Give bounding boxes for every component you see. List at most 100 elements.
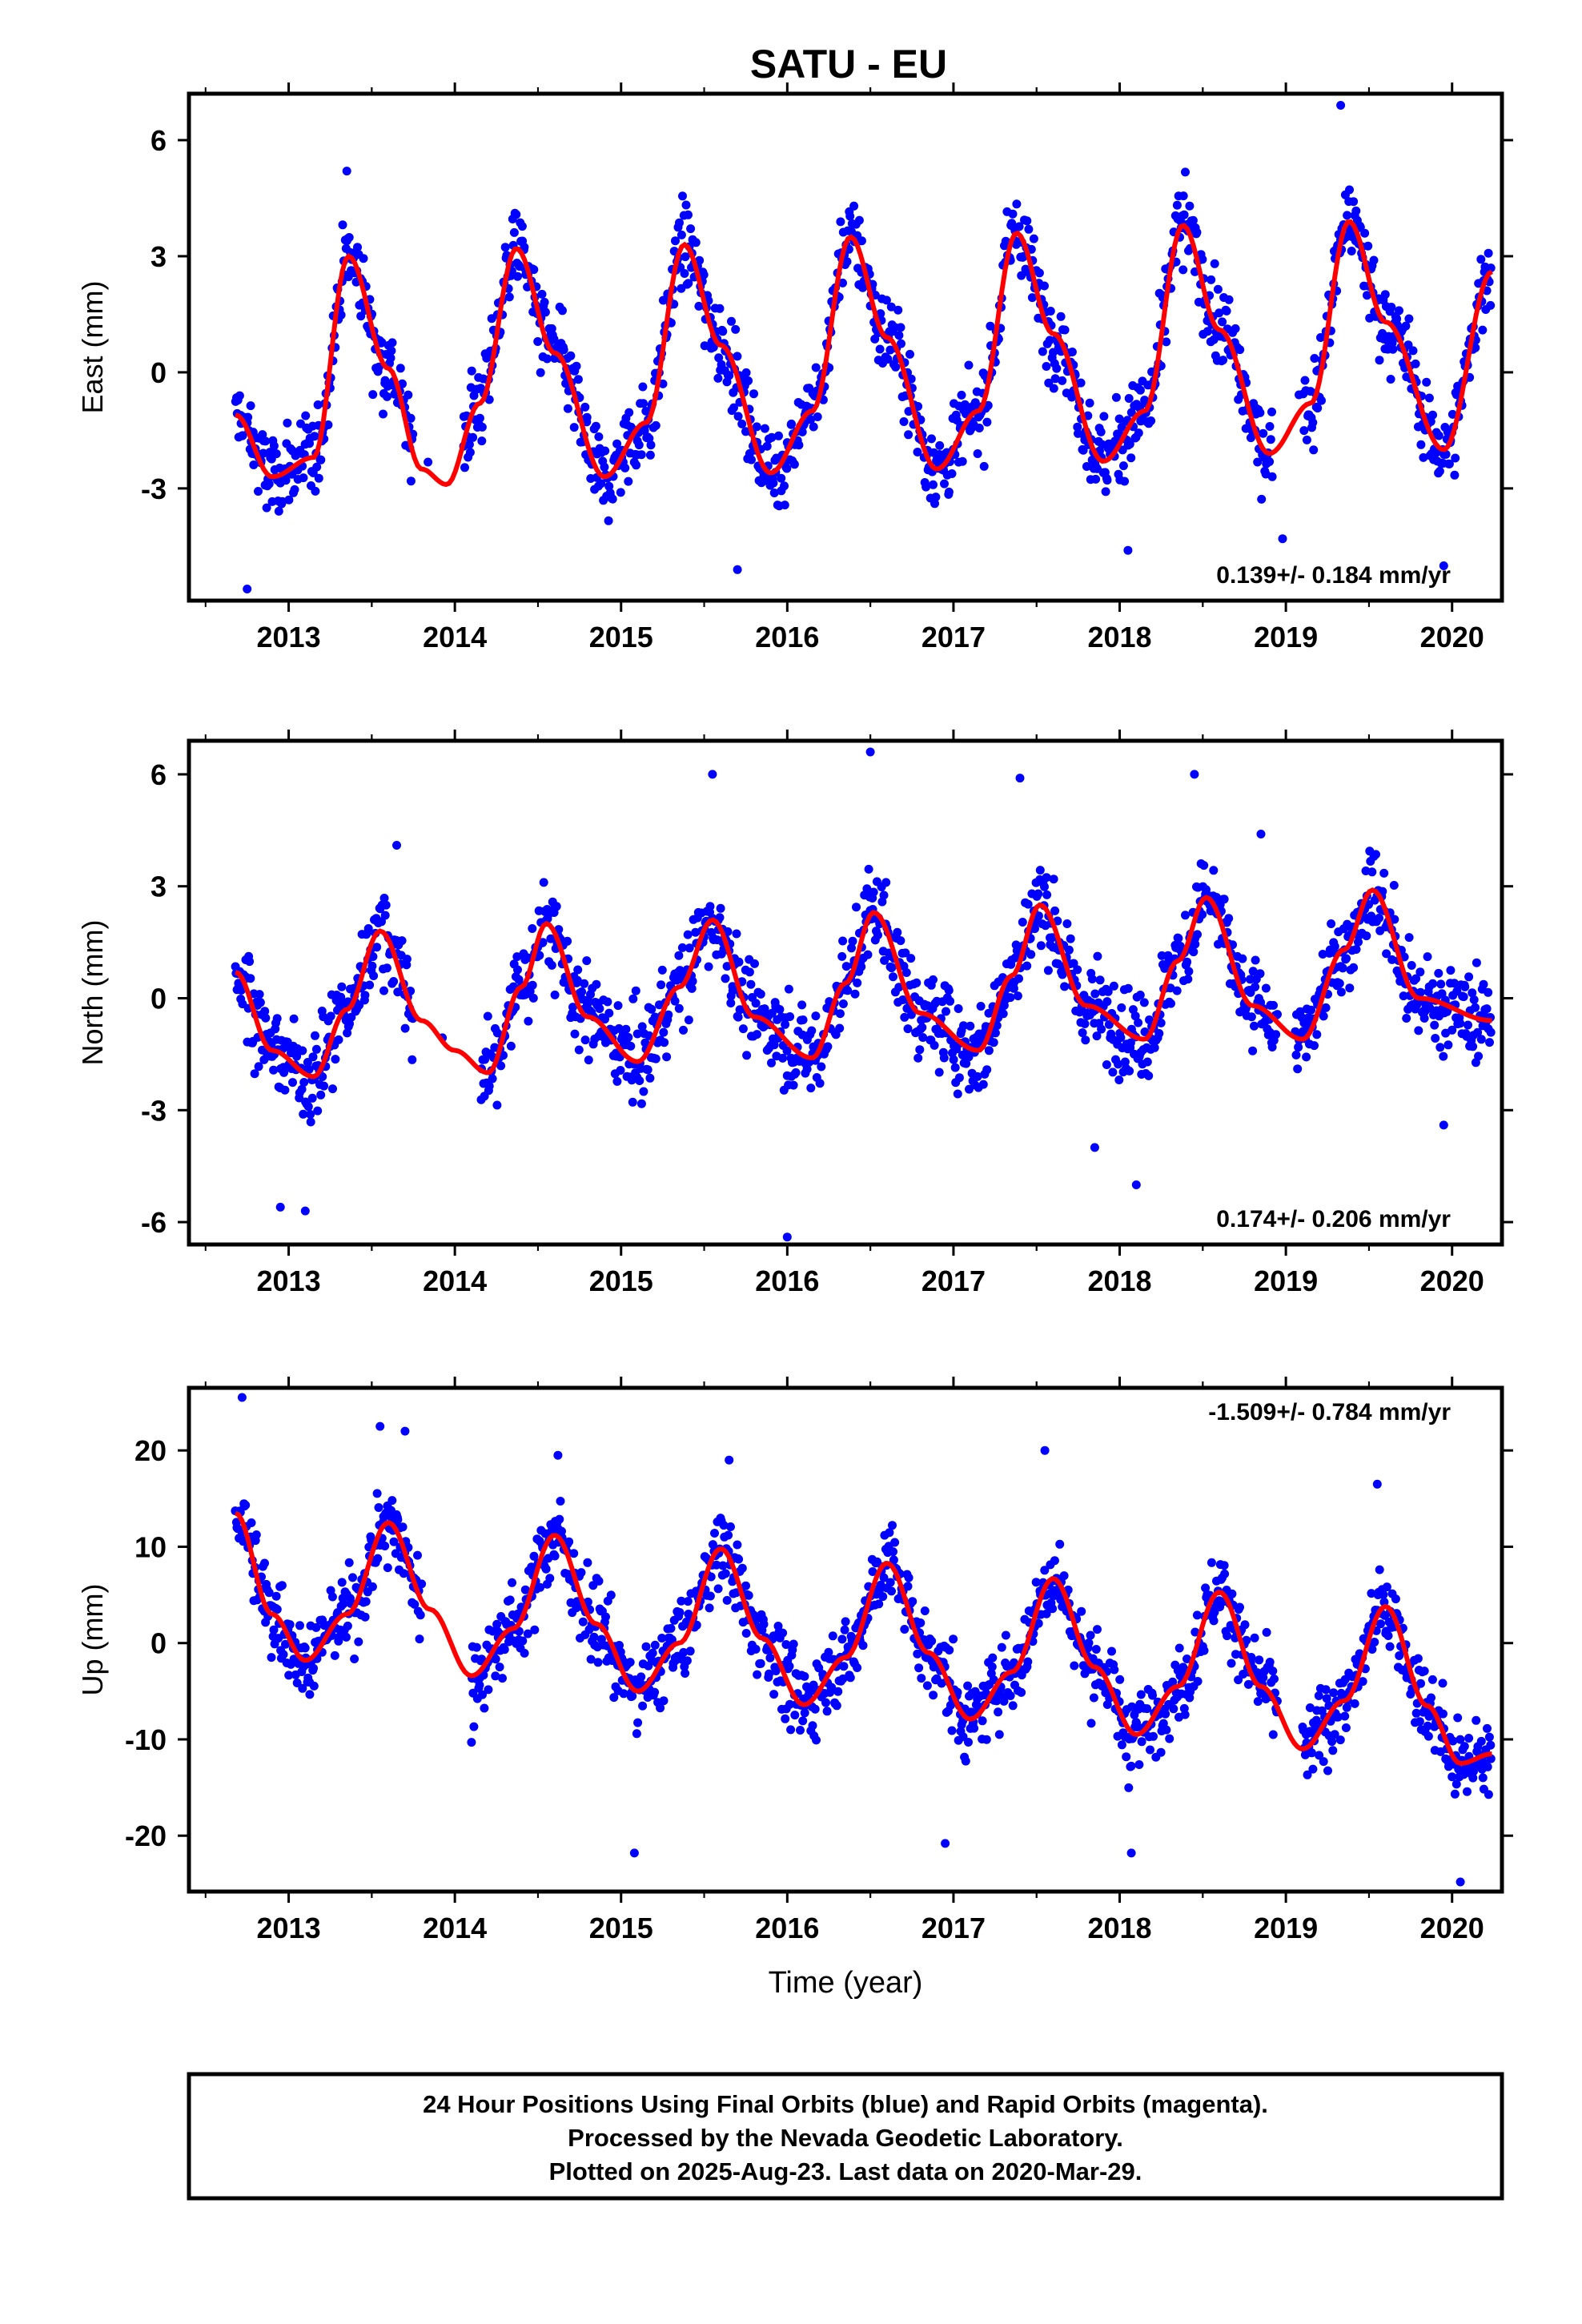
up-data-point (1379, 1598, 1389, 1606)
up-data-point (373, 1554, 383, 1563)
east-data-point (979, 461, 989, 471)
east-data-point (1235, 345, 1245, 355)
north-data-point (903, 1024, 913, 1034)
east-data-point (504, 292, 514, 302)
east-data-point (368, 390, 378, 400)
north-data-point (1114, 1076, 1124, 1084)
east-data-point (1060, 325, 1070, 335)
up-data-point (271, 1591, 281, 1601)
up-data-point (1483, 1762, 1492, 1771)
north-data-point (950, 1063, 960, 1072)
up-data-point (1223, 1631, 1232, 1641)
east-panel: 2013 2014 2015 2016 2017 2018 2019 2020 -3 0 3 6 0.… (76, 82, 1513, 653)
up-data-point (1146, 1745, 1154, 1755)
east-data-point (1058, 376, 1067, 385)
east-data-point (517, 222, 527, 231)
east-data-point (513, 271, 522, 281)
east-data-point (1042, 362, 1051, 371)
east-data-point (638, 382, 648, 392)
east-data-point (1404, 314, 1414, 324)
north-data-point (331, 1055, 340, 1064)
up-data-point (1161, 1709, 1170, 1719)
north-data-point (1255, 969, 1265, 979)
east-data-point (1428, 410, 1437, 420)
east-data-point (235, 391, 244, 400)
north-data-point (1154, 1029, 1164, 1038)
east-data-point (559, 345, 568, 355)
north-data-point (1174, 934, 1183, 943)
up-data-point (1268, 1730, 1278, 1739)
north-data-point (539, 878, 548, 887)
east-data-point (680, 269, 689, 278)
north-data-point (488, 1074, 497, 1084)
east-data-point (254, 487, 263, 496)
up-data-point (398, 1522, 408, 1532)
up-data-point (295, 1621, 304, 1630)
north-data-point (815, 1079, 825, 1088)
north-data-point (934, 1068, 944, 1077)
north-data-point (959, 1021, 968, 1031)
north-data-point (1116, 1033, 1126, 1043)
north-data-point (306, 1110, 315, 1119)
east-ylabel: East (mm) (76, 281, 109, 414)
north-data-point (802, 1064, 812, 1074)
up-data-point (1484, 1790, 1493, 1799)
north-data-point (1142, 1057, 1152, 1067)
north-data-point (272, 1014, 282, 1023)
east-data-point (767, 432, 777, 442)
north-data-point (1319, 1011, 1328, 1021)
up-data-point (1439, 1709, 1447, 1719)
east-data-point (658, 379, 668, 388)
east-data-point (875, 344, 885, 354)
east-data-point (762, 441, 772, 451)
north-data-point (1310, 1041, 1319, 1051)
east-data-point (709, 343, 718, 352)
north-data-point (767, 1008, 777, 1018)
north-data-point (1379, 868, 1389, 878)
up-data-point (383, 1563, 392, 1573)
east-data-point (386, 353, 396, 363)
north-data-point (1307, 1005, 1315, 1015)
up-data-point (1329, 1688, 1339, 1698)
east-data-point (973, 449, 982, 458)
north-data-point (306, 1117, 315, 1127)
north-data-point (835, 1023, 845, 1033)
east-data-point (1118, 461, 1128, 471)
north-y-tick-label: 6 (151, 758, 167, 791)
up-x-tick-label: 2019 (1254, 1912, 1318, 1944)
east-data-point (338, 220, 347, 230)
north-data-point (628, 1097, 637, 1107)
east-data-point (460, 463, 469, 472)
north-data-point (651, 1054, 661, 1063)
up-data-point (1453, 1713, 1463, 1723)
east-data-point (646, 440, 656, 450)
up-data-point (1382, 1582, 1391, 1592)
up-y-tick-label: 0 (151, 1627, 167, 1660)
east-data-point (1434, 431, 1443, 440)
east-data-point (600, 462, 609, 472)
north-y-tick-label: 3 (151, 870, 167, 903)
up-data-point (1156, 1747, 1166, 1757)
east-data-point (935, 440, 945, 450)
up-data-point (781, 1640, 791, 1649)
up-data-point (564, 1537, 574, 1546)
up-data-point (272, 1605, 282, 1614)
north-data-point (1156, 1018, 1166, 1027)
east-data-point (1038, 347, 1047, 356)
east-data-point (314, 473, 323, 483)
north-data-point (255, 998, 265, 1007)
up-data-point (888, 1521, 897, 1530)
north-data-point (670, 996, 680, 1006)
up-data-point (920, 1606, 930, 1615)
east-data-point (645, 450, 655, 460)
up-data-point (1268, 1667, 1278, 1676)
east-data-point (913, 402, 923, 411)
up-data-point (1456, 1735, 1465, 1744)
up-data-point (648, 1648, 657, 1658)
up-data-point (874, 1599, 884, 1609)
east-x-tick-label: 2017 (921, 621, 986, 653)
east-data-point (1179, 210, 1189, 219)
east-data-point (243, 412, 253, 422)
up-data-point (1448, 1736, 1458, 1746)
east-data-point (1486, 300, 1496, 310)
